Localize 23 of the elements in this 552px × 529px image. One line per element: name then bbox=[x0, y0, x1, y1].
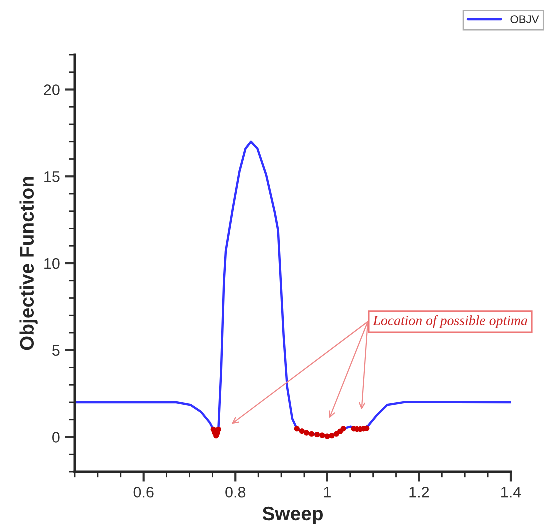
point bbox=[329, 433, 335, 439]
point bbox=[340, 426, 346, 432]
y-tick-label: 0 bbox=[52, 432, 60, 443]
point bbox=[320, 432, 326, 438]
x-tick-label: 1.2 bbox=[410, 486, 430, 498]
x-tick-label: 1 bbox=[324, 487, 331, 498]
point bbox=[314, 432, 320, 438]
y-tick-label: 20 bbox=[44, 84, 60, 96]
annotation: Location of possible optima bbox=[373, 316, 528, 328]
x-tick-label: 0.6 bbox=[134, 486, 154, 498]
x-tick-label: 1.4 bbox=[502, 487, 522, 498]
point bbox=[309, 431, 315, 437]
y-tick-label: 5 bbox=[52, 345, 60, 356]
point bbox=[299, 428, 305, 434]
point bbox=[216, 426, 222, 432]
y-axis-title: Objective Function bbox=[20, 177, 38, 350]
legend-label: OBJV bbox=[510, 16, 540, 24]
y-tick-label: 15 bbox=[44, 172, 60, 182]
x-axis-title: Sweep bbox=[262, 506, 324, 525]
x-tick-label: 0.8 bbox=[226, 486, 246, 498]
point bbox=[294, 426, 300, 432]
point bbox=[304, 430, 310, 436]
y-tick-label: 10 bbox=[44, 258, 60, 270]
